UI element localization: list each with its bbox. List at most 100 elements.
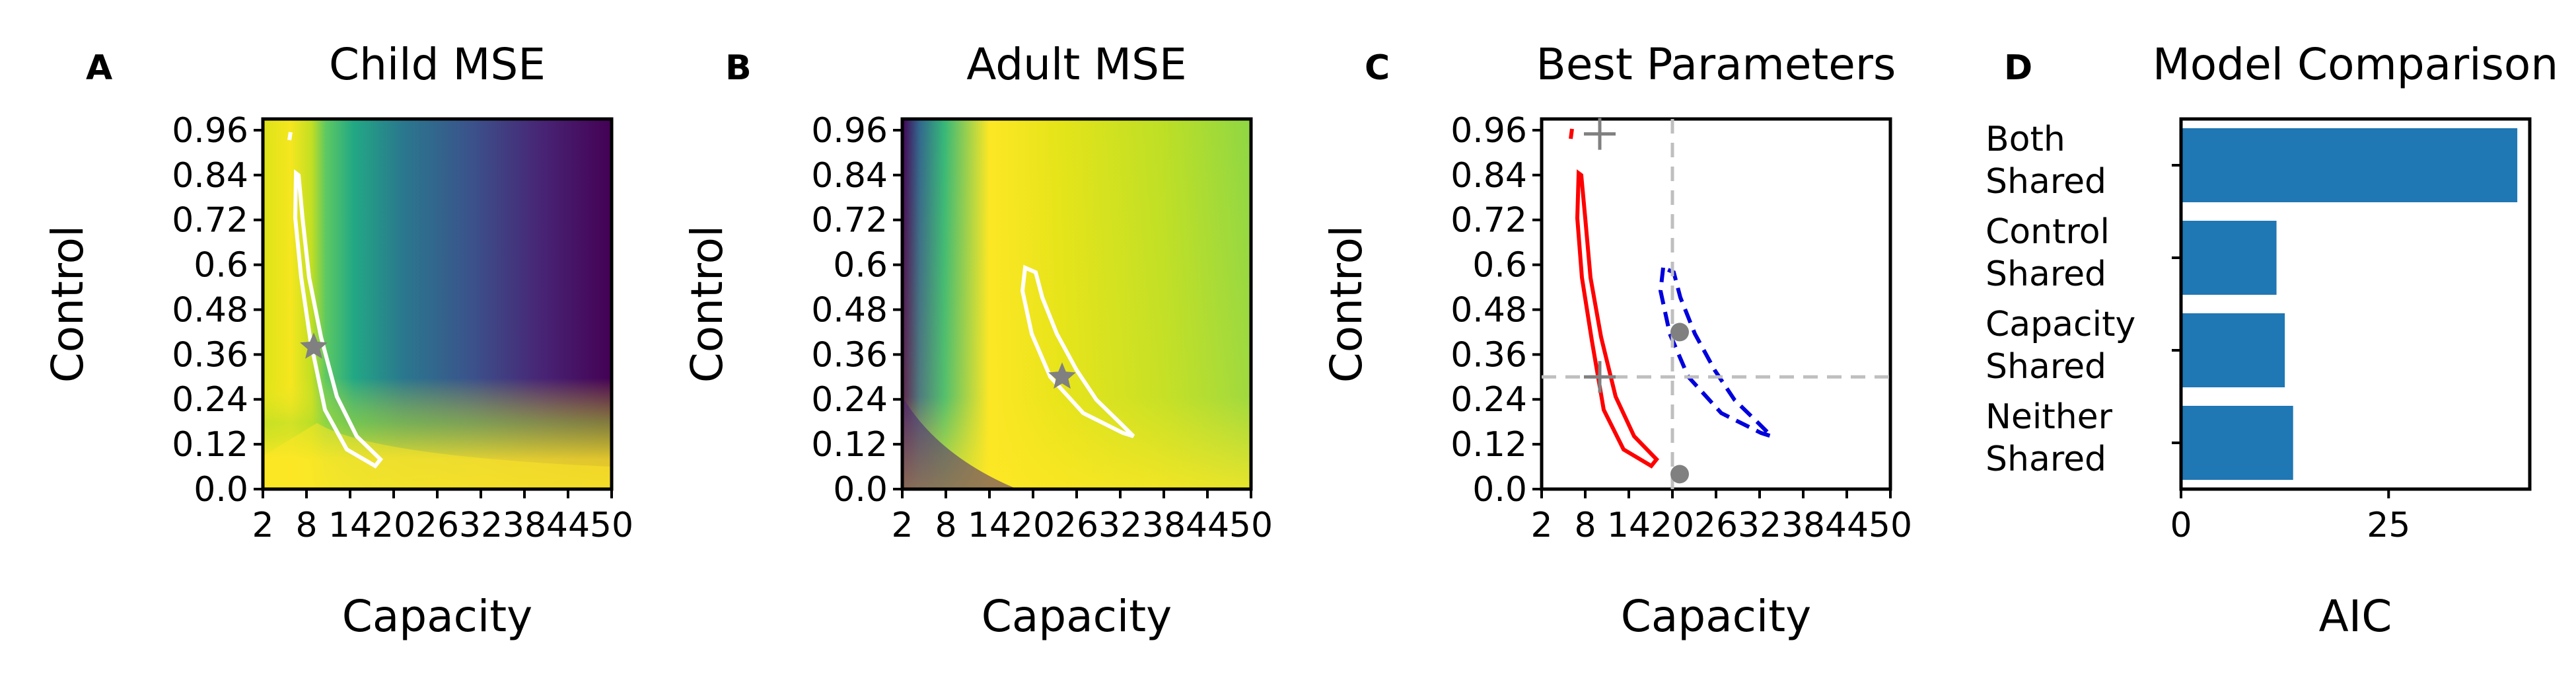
series-blue-contour — [1658, 264, 1773, 438]
panel-b-xlabel: Capacity — [982, 591, 1172, 642]
panel-c-ylabel: Control — [1321, 225, 1372, 383]
panel-a-best-fit-star — [300, 332, 328, 359]
panel-b-xtick-label: 50 — [1229, 506, 1273, 545]
panel-b-ytick-label: 0.0 — [833, 470, 888, 510]
panel-a-xtick-label: 50 — [590, 506, 633, 545]
panel-a-contour — [287, 132, 384, 469]
panel-c: C Best Parameters 0.0 0.12 0.24 0.36 0.480.6… — [1321, 39, 1912, 642]
category-label: Both — [1986, 120, 2065, 159]
panel-b-ytick-label: 0.6 — [833, 246, 888, 286]
panel-a-xtick-label: 38 — [503, 506, 546, 545]
panel-b-xtick-label: 14 — [968, 506, 1011, 545]
panel-c-label: C — [1365, 48, 1390, 88]
panel-c-dot-marker — [1670, 323, 1689, 342]
panel-a-xtick-label: 26 — [415, 506, 459, 545]
panel-b-xtick-label: 26 — [1055, 506, 1098, 545]
panel-c-axes: 0.0 0.12 0.24 0.36 0.480.6 0.72 0.84 0.96 2 8 14 20… — [1450, 111, 1912, 545]
panel-a-xtick-label: 20 — [372, 506, 415, 545]
panel-d: D Model Comparison BothSharedControlShar… — [1986, 39, 2558, 642]
panel-b-xtick-label: 38 — [1142, 506, 1186, 545]
panel-a-ytick-label: 0.12 — [172, 425, 248, 465]
panel-b-xtick-label: 32 — [1098, 506, 1142, 545]
panel-a-ytick-label: 0.24 — [172, 380, 248, 420]
panel-c-ytick-label: 0.12 — [1450, 425, 1527, 465]
category-label: Control — [1986, 212, 2110, 252]
panel-a-ytick-label: 0.36 — [172, 335, 248, 375]
panel-a-xtick-label: 2 — [252, 506, 273, 545]
category-label: Shared — [1986, 440, 2106, 479]
panel-b-ytick-label: 0.96 — [811, 111, 888, 151]
panel-c-dot-marker — [1670, 465, 1689, 484]
panel-d-xtick-label: 25 — [2367, 506, 2410, 545]
panel-a-label: A — [86, 48, 112, 88]
bar-control-shared — [2181, 221, 2277, 295]
panel-a-ytick-label: 0.0 — [194, 470, 248, 510]
panel-a: A Child MSE 0.00.120.240.360.480.60.720.… — [42, 39, 633, 642]
panel-c-title: Best Parameters — [1536, 39, 1896, 90]
panel-b-xtick-label: 8 — [935, 506, 956, 545]
panel-c-ytick-label: 0.24 — [1450, 380, 1527, 420]
panel-c-xtick-label: 38 — [1781, 506, 1825, 545]
panel-d-xtick-label: 0 — [2170, 506, 2192, 545]
panel-d-xlabel: AIC — [2319, 591, 2392, 642]
panel-c-xtick-label: 26 — [1694, 506, 1738, 545]
panel-a-ytick-label: 0.48 — [172, 290, 248, 330]
panel-d-frame — [2179, 117, 2532, 491]
panel-b-label: B — [725, 48, 752, 88]
category-label: Shared — [1986, 347, 2106, 387]
panel-b-ytick-label: 0.72 — [811, 201, 888, 241]
panel-b-xtick-label: 2 — [891, 506, 913, 545]
panel-c-xtick-label: 14 — [1607, 506, 1651, 545]
panel-c-ytick-label: 0.36 — [1450, 335, 1527, 375]
panel-c-xtick-label: 8 — [1574, 506, 1596, 545]
panel-a-xtick-label: 14 — [328, 506, 372, 545]
panel-b-ylabel: Control — [682, 225, 733, 383]
bar-neither-shared — [2181, 406, 2293, 480]
panel-a-xtick-label: 32 — [459, 506, 503, 545]
panel-b-xtick-label: 44 — [1186, 506, 1229, 545]
panel-c-xlabel: Capacity — [1621, 591, 1811, 642]
panel-c-ytick-label: 0.72 — [1450, 201, 1527, 241]
panel-b-best-fit-star — [1048, 362, 1076, 389]
series-red-contour — [1569, 128, 1659, 469]
panel-b-ytick-label: 0.36 — [811, 335, 888, 375]
panel-c-ytick-label: 0.6 — [1472, 246, 1527, 286]
panel-a-ytick-label: 0.84 — [172, 156, 248, 196]
panel-b-heatmap — [902, 119, 1251, 489]
panel-b-title: Adult MSE — [966, 39, 1186, 90]
panel-d-axes: BothSharedControlSharedCapacitySharedNei… — [1986, 117, 2532, 545]
panel-c-ytick-label: 0.0 — [1472, 470, 1527, 510]
panel-a-ytick-label: 0.72 — [172, 201, 248, 241]
panel-c-xtick-label: 32 — [1738, 506, 1781, 545]
category-label: Capacity — [1986, 305, 2135, 344]
panel-d-title: Model Comparison — [2153, 39, 2558, 90]
panel-a-title: Child MSE — [329, 39, 546, 90]
panel-b: B Adult MSE 0.0 0.12 0.24 0.36 0.480.6 0.72 0.… — [682, 39, 1273, 642]
panel-c-xtick-label: 2 — [1530, 506, 1552, 545]
panel-b-xtick-label: 20 — [1011, 506, 1055, 545]
category-label: Shared — [1986, 162, 2106, 202]
panel-a-xtick-label: 8 — [295, 506, 317, 545]
panel-b-ytick-label: 0.48 — [811, 290, 888, 330]
panel-a-xtick-label: 44 — [546, 506, 590, 545]
panel-b-ytick-label: 0.84 — [811, 156, 888, 196]
panel-b-contour — [1020, 264, 1135, 438]
panel-c-xtick-label: 50 — [1869, 506, 1912, 545]
panel-c-ytick-label: 0.96 — [1450, 111, 1527, 151]
panel-c-xtick-label: 20 — [1651, 506, 1694, 545]
panel-c-ytick-label: 0.84 — [1450, 156, 1527, 196]
category-label: Shared — [1986, 254, 2106, 294]
panel-a-ytick-label: 0.96 — [172, 111, 248, 151]
panel-a-ytick-label: 0.6 — [194, 246, 248, 286]
panel-a-ylabel: Control — [42, 225, 93, 383]
panel-a-axes: 0.0 0.12 0.24 0.36 0.480.6 0.72 0.84 0.96 2 8 14 20… — [172, 111, 633, 545]
category-label: Neither — [1986, 397, 2113, 437]
panel-d-label: D — [2004, 48, 2032, 88]
panel-c-ytick-label: 0.48 — [1450, 290, 1527, 330]
panel-c-xtick-label: 44 — [1825, 506, 1869, 545]
panel-a-heatmap — [263, 119, 612, 489]
panel-b-ytick-label: 0.12 — [811, 425, 888, 465]
panel-a-xlabel: Capacity — [342, 591, 532, 642]
panel-b-ytick-label: 0.24 — [811, 380, 888, 420]
